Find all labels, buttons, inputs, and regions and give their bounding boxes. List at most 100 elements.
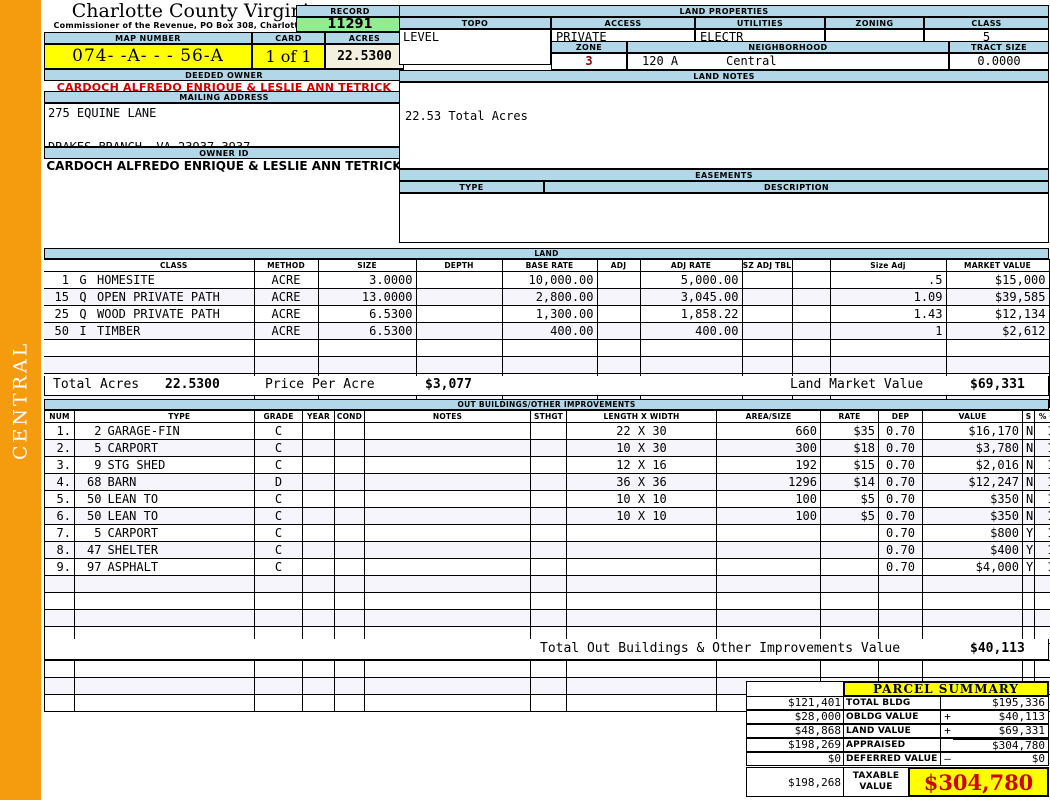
cell-class: HOMESITE xyxy=(94,271,255,289)
ob-col-sthgt: STHGT xyxy=(530,410,567,423)
ob-col-notes: NOTES xyxy=(364,410,531,423)
ps-row-label: APPRAISED VALUE xyxy=(843,738,941,762)
cell-code: 5 xyxy=(74,439,105,457)
map-number-value: 074- -A- - - 56-A xyxy=(44,44,252,69)
parcel-summary-title: PARCEL SUMMARY xyxy=(843,681,1049,697)
cell-area xyxy=(716,558,821,576)
land-col-market-value: MARKET VALUE xyxy=(945,259,1050,272)
ob-col-cond: COND xyxy=(334,410,365,423)
map-number-label: MAP NUMBER xyxy=(44,32,252,44)
ps-left-value: $198,269 xyxy=(746,738,844,752)
table-row-empty xyxy=(44,356,1050,374)
cell-year xyxy=(302,439,335,457)
cell-value: $350 xyxy=(922,507,1023,525)
land-col-adj: ADJ xyxy=(596,259,641,272)
cell-sthgt xyxy=(530,524,567,542)
ob-col-type: TYPE xyxy=(104,410,255,423)
cell-lxw xyxy=(566,541,717,559)
taxable-label-line2: VALUE xyxy=(859,782,893,792)
cell-method: ACRE xyxy=(253,271,319,289)
cell-method: ACRE xyxy=(253,322,319,340)
land-col-size: SIZE xyxy=(317,259,417,272)
land-col-num xyxy=(44,259,72,272)
cell-grade: C xyxy=(254,422,303,440)
cell-num: 1. xyxy=(44,422,75,440)
cell-method: ACRE xyxy=(253,288,319,306)
cell-cond xyxy=(334,422,365,440)
cell-adj_rate: 3,045.00 xyxy=(639,288,743,306)
cell-comp: 100% xyxy=(1034,490,1050,508)
cell-base_rate: 1,300.00 xyxy=(501,305,598,323)
cell-lxw: 36 X 36 xyxy=(566,473,717,491)
cell-base_rate: 10,000.00 xyxy=(501,271,598,289)
cell-adj_rate: 400.00 xyxy=(639,322,743,340)
cell-grade: C xyxy=(254,524,303,542)
land-col-depth: DEPTH xyxy=(415,259,503,272)
total-acres-label: Total Acres xyxy=(53,377,140,392)
cell-market_value: $15,000 xyxy=(945,271,1050,289)
cell-num: 9. xyxy=(44,558,75,576)
cell-size: 13.0000 xyxy=(317,288,417,306)
cell-s: Y xyxy=(1022,541,1035,559)
cell-blank xyxy=(791,271,831,289)
ps-row-label: OBLDG VALUE xyxy=(843,710,941,724)
cell-size: 6.5300 xyxy=(317,322,417,340)
ps-operator xyxy=(940,696,954,710)
cell-lxw xyxy=(566,558,717,576)
cell-depth xyxy=(415,288,503,306)
table-row-empty xyxy=(44,592,1050,610)
card-value: 1 of 1 xyxy=(252,44,325,69)
easement-type-label: TYPE xyxy=(399,181,544,193)
land-market-value: $69,331 xyxy=(970,377,1025,392)
cell-value: $800 xyxy=(922,524,1023,542)
mailing-line-1: 275 EQUINE LANE xyxy=(48,106,157,120)
ps-operator: – xyxy=(940,752,954,766)
table-row-empty xyxy=(44,575,1050,593)
record-value: 11291 xyxy=(296,17,404,32)
cell-notes xyxy=(364,541,531,559)
ps-right-value: $69,331 xyxy=(953,724,1049,738)
cell-value: $2,016 xyxy=(922,456,1023,474)
cell-sthgt xyxy=(530,473,567,491)
zone-value: 3 xyxy=(551,53,627,70)
ob-col-grade: GRADE xyxy=(254,410,303,423)
land-col-size-adj: Size Adj xyxy=(829,259,947,272)
cell-blank xyxy=(791,288,831,306)
cell-num: 25 xyxy=(44,305,72,323)
cell-code: I xyxy=(72,322,94,340)
cell-value: $12,247 xyxy=(922,473,1023,491)
cell-base_rate: 2,800.00 xyxy=(501,288,598,306)
cell-s: N xyxy=(1022,507,1035,525)
deeded-owner-value: CARDOCH ALFREDO ENRIQUE & LESLIE ANN TET… xyxy=(56,81,392,94)
cell-value: $350 xyxy=(922,490,1023,508)
cell-num: 6. xyxy=(44,507,75,525)
cell-comp: 100% xyxy=(1034,524,1050,542)
cell-type: STG SHED xyxy=(104,456,255,474)
cell-class: TIMBER xyxy=(94,322,255,340)
cell-cond xyxy=(334,439,365,457)
cell-code: 97 xyxy=(74,558,105,576)
cell-type: LEAN TO xyxy=(104,507,255,525)
cell-depth xyxy=(415,305,503,323)
cell-code: 5 xyxy=(74,524,105,542)
cell-grade: D xyxy=(254,473,303,491)
cell-class: WOOD PRIVATE PATH xyxy=(94,305,255,323)
access-label: ACCESS xyxy=(551,17,695,29)
neighborhood-code: 120 A xyxy=(642,54,679,68)
outbuildings-table: NUM TYPE GRADE YEAR COND NOTES STHGT LEN… xyxy=(44,410,1050,712)
cell-sz_adj_tbl xyxy=(741,305,793,323)
outbuildings-total-value: $40,113 xyxy=(970,641,1025,656)
cell-dep: 0.70 xyxy=(878,541,923,559)
outbuildings-band: OUT BUILDINGS/OTHER IMPROVEMENTS xyxy=(44,399,1049,410)
cell-rate: $14 xyxy=(820,473,879,491)
cell-adj_rate: 1,858.22 xyxy=(639,305,743,323)
cell-dep: 0.70 xyxy=(878,490,923,508)
cell-code: Q xyxy=(72,305,94,323)
cell-market_value: $2,612 xyxy=(945,322,1050,340)
acres-label: ACRES xyxy=(325,32,404,44)
outbuildings-header-row: NUM TYPE GRADE YEAR COND NOTES STHGT LEN… xyxy=(44,410,1050,423)
